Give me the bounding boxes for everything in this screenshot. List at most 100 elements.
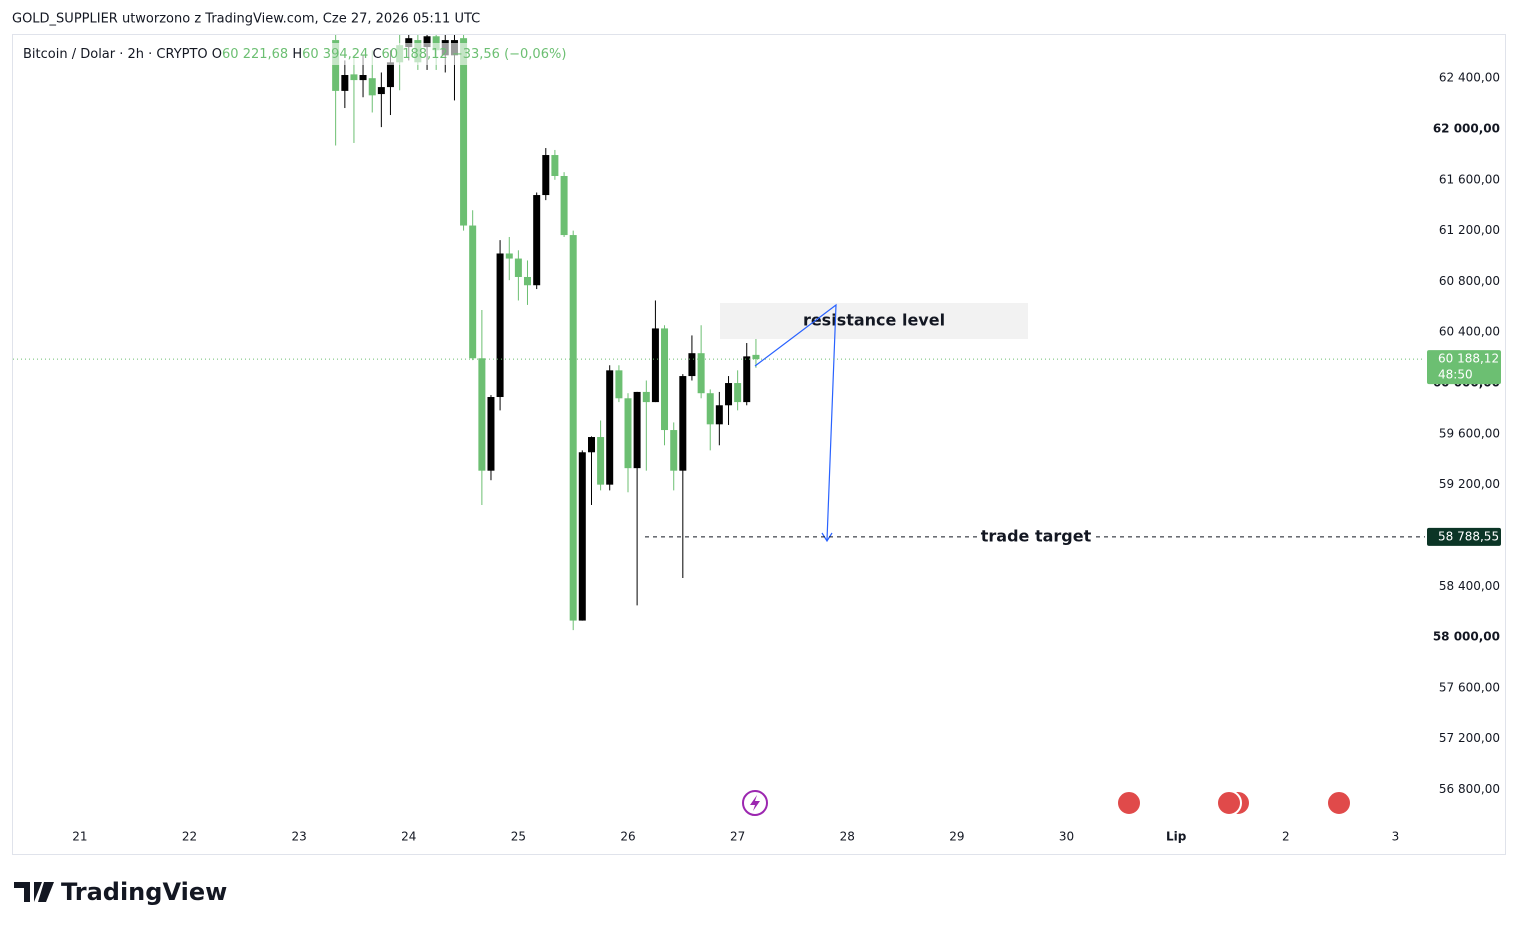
brand-name: TradingView [61, 878, 227, 906]
candle-body [551, 155, 559, 176]
candle-body [688, 353, 696, 377]
candle-body [706, 393, 714, 425]
candle-body [615, 370, 623, 399]
candle-body [377, 87, 385, 95]
candle-body [478, 358, 486, 471]
countdown: 48:50 [1438, 368, 1473, 382]
candle-body [651, 328, 659, 403]
event-icon [1116, 790, 1142, 816]
target-price-label: 58 788,55 [1438, 529, 1499, 543]
y-tick-label: 60 400,00 [1439, 325, 1500, 339]
target-label: trade target [981, 526, 1092, 545]
event-icons [742, 790, 1352, 816]
candle-body [642, 391, 650, 403]
chart-frame [12, 34, 1506, 855]
x-tick-label: 22 [182, 830, 197, 844]
y-tick-label: 62 400,00 [1439, 71, 1500, 85]
last-price-box [1427, 350, 1501, 385]
candle-body [752, 354, 760, 360]
candle-body [386, 62, 394, 88]
candle-body [533, 195, 541, 286]
x-tick-label: 24 [401, 830, 416, 844]
x-tick-label: 23 [291, 830, 306, 844]
y-tick-label: 56 800,00 [1439, 782, 1500, 796]
candle-body [332, 40, 340, 91]
candle-body [624, 398, 632, 469]
y-tick-label: 57 200,00 [1439, 731, 1500, 745]
candle-body [514, 258, 522, 277]
x-tick-label: 27 [730, 830, 745, 844]
candle-body [405, 38, 413, 48]
y-tick-label: 61 200,00 [1439, 223, 1500, 237]
x-tick-label: 30 [1059, 830, 1074, 844]
last-price-label: 60 188,12 [1438, 352, 1499, 366]
caption: GOLD_SUPPLIER utworzono z TradingView.co… [12, 12, 480, 27]
y-tick-label: 58 000,00 [1433, 630, 1500, 644]
candle-body [341, 75, 349, 91]
candle-body [560, 175, 568, 236]
x-tick-label: 28 [840, 830, 855, 844]
candle-body [542, 155, 550, 196]
candle-body [734, 383, 742, 403]
brand-logo: TradingView [14, 878, 227, 906]
y-tick-label: 59 600,00 [1439, 426, 1500, 440]
candle-body [505, 253, 513, 259]
target-price-box [1427, 527, 1501, 546]
candle-body [359, 75, 367, 81]
y-tick-label: 59 200,00 [1439, 477, 1500, 491]
candle-body [606, 370, 614, 485]
x-tick-label: 2 [1282, 830, 1290, 844]
candle-body [368, 78, 376, 96]
ohlc-value: 60 188,12 [382, 47, 448, 62]
candle-body [487, 397, 495, 471]
y-tick-label: 62 000,00 [1433, 121, 1500, 135]
candle-body [523, 276, 531, 286]
candle-body [569, 235, 577, 621]
y-tick-label: 58 400,00 [1439, 579, 1500, 593]
legend-bg [16, 43, 666, 65]
candle-body [697, 353, 705, 394]
ohlc-key: C [372, 47, 381, 62]
candle-body [597, 437, 605, 485]
ohlc-value: 60 221,68 [222, 47, 288, 62]
candle-body [423, 36, 431, 48]
logo-mark [14, 882, 54, 902]
x-tick-label: 25 [511, 830, 526, 844]
candle-body [496, 253, 504, 398]
candle-body [670, 430, 678, 471]
change: −33,56 (−0,06%) [452, 47, 567, 62]
x-tick-label: 3 [1392, 830, 1400, 844]
x-tick-label: 29 [949, 830, 964, 844]
legend-text: Bitcoin / Dolar · 2h · CRYPTO O60 221,68… [23, 47, 566, 62]
candle-body [661, 328, 669, 431]
candle-body [588, 437, 596, 453]
candle-body [725, 383, 733, 406]
resistance-box [720, 303, 1028, 339]
candle-body [679, 376, 687, 471]
candle-body [578, 452, 586, 621]
plot-area [332, 35, 760, 631]
y-tick-label: 57 600,00 [1439, 680, 1500, 694]
x-tick-label: Lip [1166, 830, 1187, 844]
x-tick-label: 26 [620, 830, 635, 844]
candle-body [743, 356, 751, 403]
legend: Bitcoin / Dolar · 2h · CRYPTO O60 221,68… [16, 43, 666, 65]
y-tick-label: 60 800,00 [1439, 274, 1500, 288]
candle-body [469, 225, 477, 359]
candle-body [460, 38, 468, 226]
symbol: Bitcoin / Dolar · 2h · CRYPTO [23, 47, 208, 62]
y-tick-label: 61 600,00 [1439, 172, 1500, 186]
candle-body [633, 391, 641, 469]
x-tick-label: 21 [72, 830, 87, 844]
ohlc-key: O [212, 47, 222, 62]
arrow-head [821, 532, 833, 543]
ohlc-key: H [292, 47, 302, 62]
event-icon [750, 795, 760, 811]
candle-body [350, 74, 358, 81]
candle-body [715, 405, 723, 425]
event-icon [1216, 790, 1242, 816]
resistance-label: resistance level [803, 311, 945, 330]
forecast-arrow [754, 303, 837, 541]
